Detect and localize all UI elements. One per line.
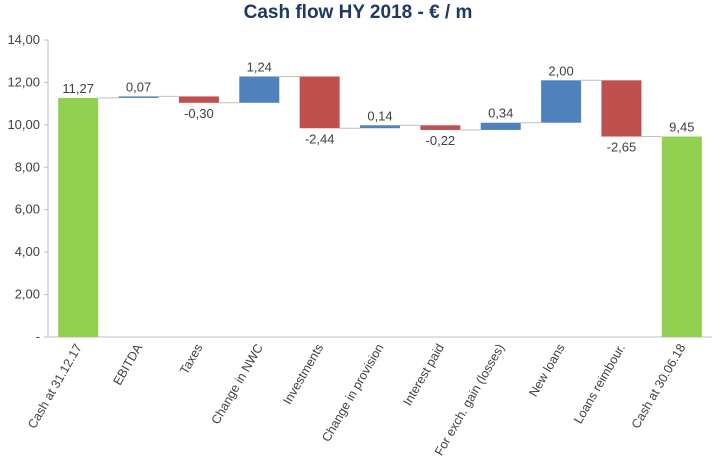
data-label: 0,34	[488, 106, 513, 121]
category-label: Change in provision	[319, 341, 386, 444]
y-tick-label: -	[36, 329, 40, 344]
category-label: Cash at 31.12.17	[25, 341, 85, 430]
data-label: 9,45	[669, 120, 694, 135]
decrease-bar	[601, 80, 642, 137]
category-label: Change in NWC	[209, 342, 266, 427]
y-tick-label: 6,00	[15, 202, 40, 217]
y-tick-label: 2,00	[15, 287, 40, 302]
category-label: New loans	[526, 342, 567, 400]
data-label: -2,65	[607, 140, 637, 155]
y-tick-label: 8,00	[15, 159, 40, 174]
increase-bar	[239, 76, 280, 103]
chart-title: Cash flow HY 2018 - € / m	[243, 2, 473, 23]
data-label: -0,22	[426, 133, 456, 148]
data-label: -0,30	[184, 106, 214, 121]
data-label: -2,44	[305, 131, 335, 146]
increase-bar	[480, 122, 521, 130]
decrease-bar	[178, 96, 219, 103]
y-tick-label: 10,00	[7, 117, 40, 132]
total-bar	[661, 136, 702, 337]
increase-bar	[541, 80, 582, 123]
y-tick-label: 4,00	[15, 244, 40, 259]
data-label: 0,14	[367, 108, 392, 123]
total-bar	[58, 97, 99, 337]
category-label: EBITDA	[110, 341, 145, 388]
decrease-bar	[299, 76, 340, 129]
category-label: Taxes	[177, 342, 205, 377]
data-label: 11,27	[62, 81, 94, 96]
increase-bar	[118, 96, 159, 98]
category-label: Investments	[280, 342, 326, 407]
y-tick-label: 14,00	[7, 32, 40, 47]
data-label: 2,00	[548, 63, 573, 78]
data-label: 1,24	[247, 59, 272, 74]
category-label: Interest paid	[400, 341, 447, 408]
decrease-bar	[420, 125, 461, 130]
category-label: Loans reimbour.	[571, 342, 628, 427]
category-label: Cash at 30.06.18	[629, 341, 689, 430]
increase-bar	[360, 125, 400, 129]
y-tick-label: 12,00	[7, 74, 40, 89]
category-label: For exch. gain (losses)	[432, 342, 507, 458]
data-label: 0,07	[126, 79, 151, 94]
